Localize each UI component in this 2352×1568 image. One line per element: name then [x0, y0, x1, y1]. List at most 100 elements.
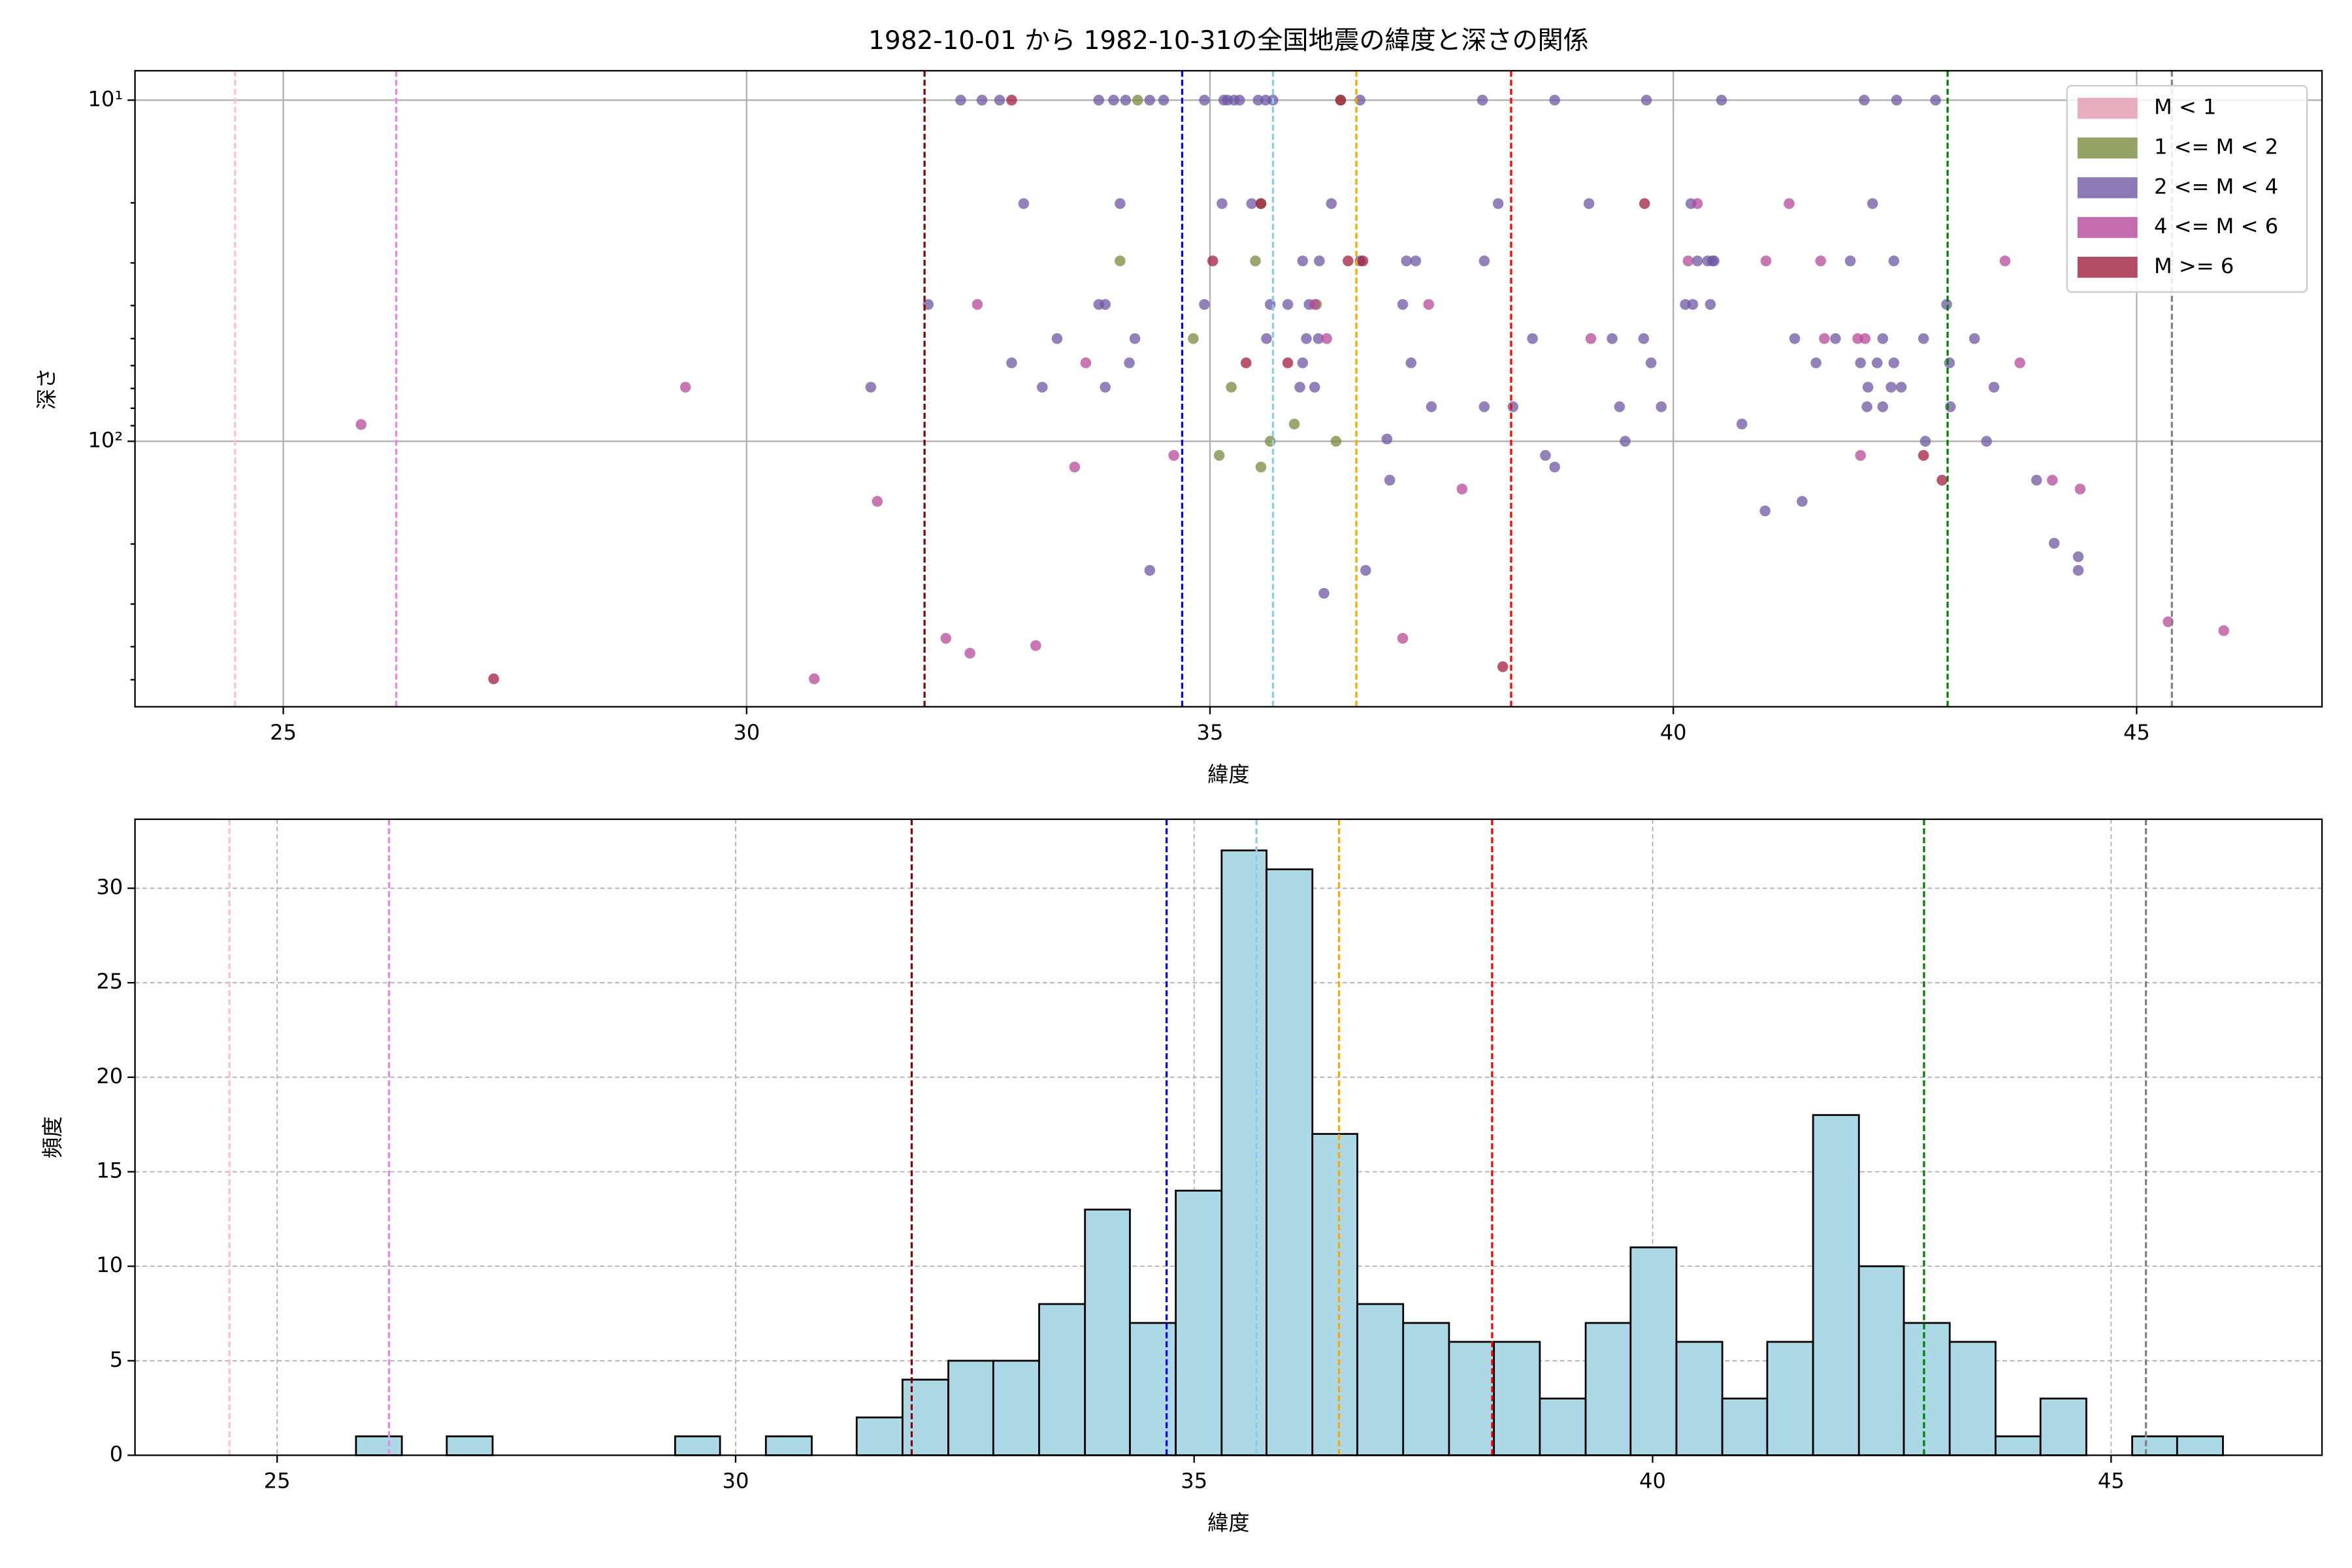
scatter-point	[1639, 198, 1650, 209]
y-tick-label: 0	[110, 1441, 123, 1466]
scatter-point	[1478, 255, 1490, 267]
scatter-point	[1100, 382, 1111, 393]
scatter-point	[809, 673, 820, 685]
scatter-point	[488, 673, 499, 685]
scatter-point	[1158, 95, 1169, 106]
scatter-point	[1691, 255, 1703, 267]
scatter-point	[1080, 357, 1092, 368]
scatter-point	[1199, 299, 1210, 310]
scatter-point	[1507, 401, 1519, 412]
scatter-point	[1018, 198, 1030, 209]
scatter-point	[1188, 333, 1199, 344]
scatter-point	[2072, 551, 2084, 563]
histogram-bar	[902, 1379, 949, 1456]
legend-box	[2066, 85, 2308, 293]
x-tick-label: 25	[270, 720, 297, 745]
x-axis-label: 緯度	[1207, 762, 1249, 787]
scatter-point	[1527, 333, 1538, 344]
x-tick-label: 35	[1197, 720, 1224, 745]
plot-frame	[134, 70, 2323, 708]
histogram-bar	[1539, 1397, 1587, 1456]
scatter-point	[940, 632, 952, 644]
histogram-bar	[1084, 1208, 1131, 1456]
scatter-point	[1006, 95, 1017, 106]
scatter-point	[1886, 382, 1897, 393]
x-axis-label: 緯度	[1207, 1511, 1249, 1535]
histogram-bar	[2176, 1435, 2224, 1456]
scatter-point	[1583, 198, 1595, 209]
scatter-point	[1261, 333, 1272, 344]
scatter-point	[1855, 449, 1866, 461]
scatter-point	[1871, 357, 1883, 368]
histogram-bar	[1629, 1246, 1678, 1456]
scatter-point	[1100, 299, 1111, 310]
scatter-point	[1410, 255, 1422, 267]
y-tick-label: 15	[96, 1158, 123, 1183]
scatter-point	[976, 95, 988, 106]
scatter-point	[1246, 198, 1258, 209]
scatter-point	[1309, 382, 1320, 393]
scatter-point	[1656, 401, 1667, 412]
y-tick-label: 25	[96, 969, 123, 994]
scatter-point	[1759, 505, 1771, 517]
scatter-point	[1918, 333, 1929, 344]
histogram-bar	[446, 1435, 494, 1456]
scatter-point	[1789, 333, 1801, 344]
scatter-point	[1918, 449, 1929, 461]
legend-label: 1 <= M < 2	[2154, 135, 2278, 159]
scatter-point	[1844, 255, 1856, 267]
scatter-point	[1288, 418, 1300, 430]
scatter-point	[1199, 95, 1210, 106]
scatter-point	[1314, 255, 1325, 267]
scatter-point	[1207, 255, 1218, 267]
scatter-point	[1255, 461, 1267, 473]
scatter-point	[1051, 333, 1063, 344]
histogram-bar	[1448, 1341, 1495, 1456]
scatter-point	[1859, 95, 1870, 106]
scatter-point	[994, 95, 1005, 106]
scatter-point	[1830, 333, 1841, 344]
scatter-point	[1217, 198, 1228, 209]
legend: M < 1 1 <= M < 2 2 <= M < 4 4 <= M < 6 M >= …	[2066, 85, 2308, 293]
scatter-point	[1318, 587, 1330, 599]
scatter-point	[1999, 255, 2011, 267]
scatter-point	[1888, 357, 1900, 368]
x-tick-label: 40	[1660, 720, 1687, 745]
x-tick-label: 30	[733, 720, 760, 745]
scatter-point	[1294, 382, 1305, 393]
scatter-point	[1877, 401, 1889, 412]
scatter-point	[2047, 474, 2058, 486]
scatter-point	[1144, 95, 1156, 106]
scatter-point	[1124, 357, 1135, 368]
scatter-point	[1930, 95, 1941, 106]
legend-swatch	[2077, 137, 2138, 159]
scatter-point	[1477, 95, 1488, 106]
scatter-point	[1620, 436, 1631, 447]
scatter-point	[1456, 483, 1468, 495]
scatter-point	[1645, 357, 1657, 368]
scatter-point	[1716, 95, 1727, 106]
y-axis-label: 頻度	[41, 1117, 65, 1158]
scatter-point	[1862, 382, 1874, 393]
histogram-bar	[1266, 868, 1314, 1456]
x-tick-label: 35	[1181, 1469, 1207, 1494]
scatter-point	[1478, 401, 1490, 412]
scatter-point	[1638, 333, 1650, 344]
scatter-point	[1401, 255, 1412, 267]
histogram-bar	[1356, 1303, 1405, 1456]
scatter-point	[1069, 461, 1081, 473]
scatter-point	[2048, 538, 2060, 549]
legend-label: M >= 6	[2154, 253, 2234, 278]
scatter-point	[1168, 449, 1179, 461]
scatter-point	[1614, 401, 1625, 412]
histogram-bar	[1175, 1190, 1223, 1456]
scatter-point	[955, 95, 966, 106]
scatter-point	[1397, 632, 1409, 644]
x-tick-label: 25	[264, 1469, 291, 1494]
y-tick-label: 30	[96, 875, 123, 900]
scatter-point	[1888, 255, 1900, 267]
scatter-point	[1855, 357, 1866, 368]
histogram-bar	[674, 1435, 721, 1456]
scatter-point	[1497, 661, 1509, 672]
